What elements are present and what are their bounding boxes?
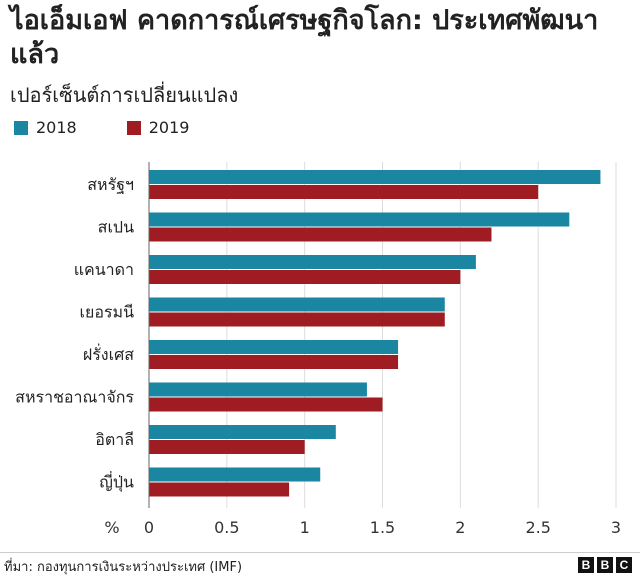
- chart-title: ไอเอ็มเอฟ คาดการณ์เศรษฐกิจโลก: ประเทศพัฒ…: [10, 5, 599, 70]
- bar-2019-0: [149, 185, 539, 199]
- category-label-2: แคนาดา: [74, 260, 134, 279]
- category-label-3: เยอรมนี: [79, 303, 134, 322]
- bar-2018-2: [149, 255, 476, 269]
- x-tick-label-0.5: 0.5: [214, 518, 239, 537]
- x-axis-unit-label: %: [104, 518, 119, 537]
- bar-2018-0: [149, 170, 601, 184]
- source-note: ที่มา: กองทุนการเงินระหว่างประเทศ (IMF): [4, 560, 243, 575]
- category-label-1: สเปน: [98, 218, 134, 237]
- bbc-logo: B B C: [575, 557, 632, 573]
- chart-subtitle: เปอร์เซ็นต์การเปลี่ยนแปลง: [10, 83, 239, 107]
- legend-swatch-2018: [14, 120, 28, 135]
- x-tick-label-3: 3: [611, 518, 621, 537]
- bar-chart: 0 0.5 1 1.5 2 2.5 3% สหรัฐฯสเปนแคนาดาเยอรมนีฝรั…: [15, 162, 621, 537]
- category-label-7: ญี่ปุ่น: [99, 471, 134, 493]
- bar-2019-2: [149, 270, 461, 284]
- category-label-4: ฝรั่งเศส: [83, 343, 134, 364]
- category-label-0: สหรัฐฯ: [87, 175, 134, 194]
- bar-2019-1: [149, 227, 492, 242]
- bar-2019-6: [149, 440, 305, 454]
- bar-2019-3: [149, 312, 445, 327]
- legend-item-2019: 2019: [126, 118, 190, 137]
- bar-2018-3: [149, 297, 445, 312]
- legend-label-2018: 2018: [36, 118, 77, 137]
- legend: 2018 2019: [14, 118, 239, 137]
- legend-item-2018: 2018: [14, 118, 77, 137]
- logo-letter-c: C: [616, 557, 632, 573]
- x-tick-label-2: 2: [455, 518, 465, 537]
- bar-2018-4: [149, 340, 399, 354]
- x-tick-label-2.5: 2.5: [525, 518, 550, 537]
- legend-swatch-2019: [126, 120, 141, 135]
- category-label-6: อิตาลี: [95, 430, 134, 449]
- logo-letter-b2: B: [597, 557, 613, 573]
- legend-label-2019: 2019: [148, 118, 190, 137]
- x-tick-label-0: 0: [144, 518, 154, 537]
- bar-2018-5: [149, 382, 367, 397]
- bar-2019-4: [149, 355, 399, 369]
- category-label-5: สหราชอาณาจักร: [15, 388, 134, 407]
- logo-letter-b1: B: [578, 557, 594, 573]
- bar-2018-7: [149, 467, 321, 482]
- footer-divider: [0, 552, 640, 553]
- x-tick-label-1.5: 1.5: [370, 518, 395, 537]
- bar-2019-7: [149, 482, 290, 497]
- bar-2018-1: [149, 212, 570, 227]
- bar-2018-6: [149, 425, 336, 439]
- x-tick-label-1: 1: [300, 518, 310, 537]
- bar-2019-5: [149, 397, 383, 412]
